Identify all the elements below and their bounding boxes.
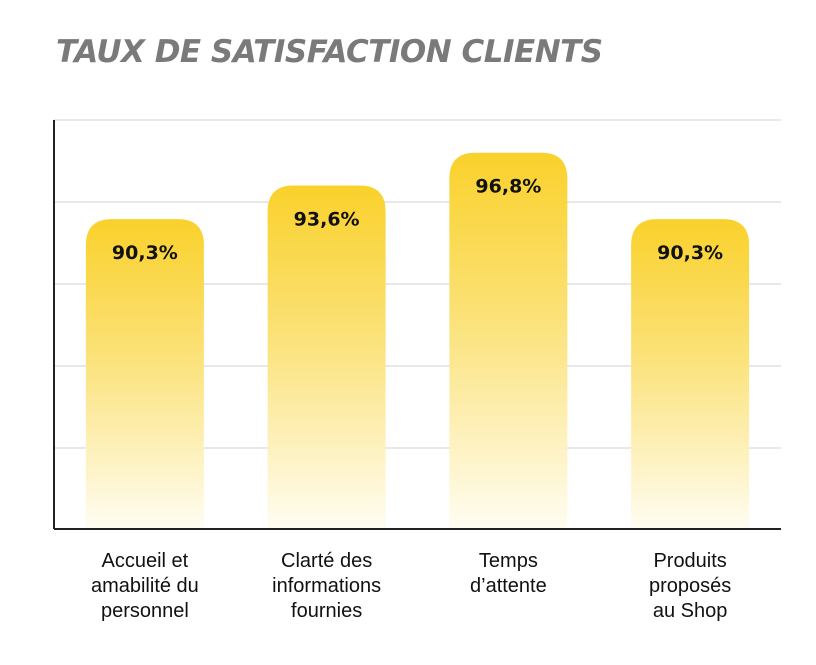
bar xyxy=(85,219,204,529)
chart-title: TAUX DE SATISFACTION CLIENTS xyxy=(56,34,603,70)
category-label-line: Produits xyxy=(653,550,727,572)
bar xyxy=(267,185,386,529)
category-label-line: fournies xyxy=(291,600,363,622)
bars: 90,3% 93,6% 96,8% 90,3% xyxy=(85,152,750,529)
category-label-line: Accueil et xyxy=(101,550,189,572)
category-label-line: d’attente xyxy=(470,575,547,597)
bar-value-label: 90,3% xyxy=(112,242,178,264)
category-label: Clarté des informations fournies xyxy=(242,549,412,624)
category-label-line: Clarté des xyxy=(281,550,373,572)
category-label: Temps d’attente xyxy=(423,549,593,599)
category-label-line: au Shop xyxy=(652,600,728,622)
category-label-line: amabilité du xyxy=(90,575,199,597)
bar-value-label: 96,8% xyxy=(475,176,541,198)
category-label-line: proposés xyxy=(648,575,732,597)
category-label-line: personnel xyxy=(100,600,189,622)
category-label: Produits proposés au Shop xyxy=(605,549,775,624)
bar-value-label: 90,3% xyxy=(657,242,723,264)
category-label-line: Temps xyxy=(478,550,538,572)
category-label: Accueil et amabilité du personnel xyxy=(60,549,230,624)
bar-value-label: 93,6% xyxy=(294,208,360,230)
axes xyxy=(53,120,781,530)
bar xyxy=(449,152,568,529)
category-label-line: informations xyxy=(272,575,382,597)
bar xyxy=(631,219,750,529)
